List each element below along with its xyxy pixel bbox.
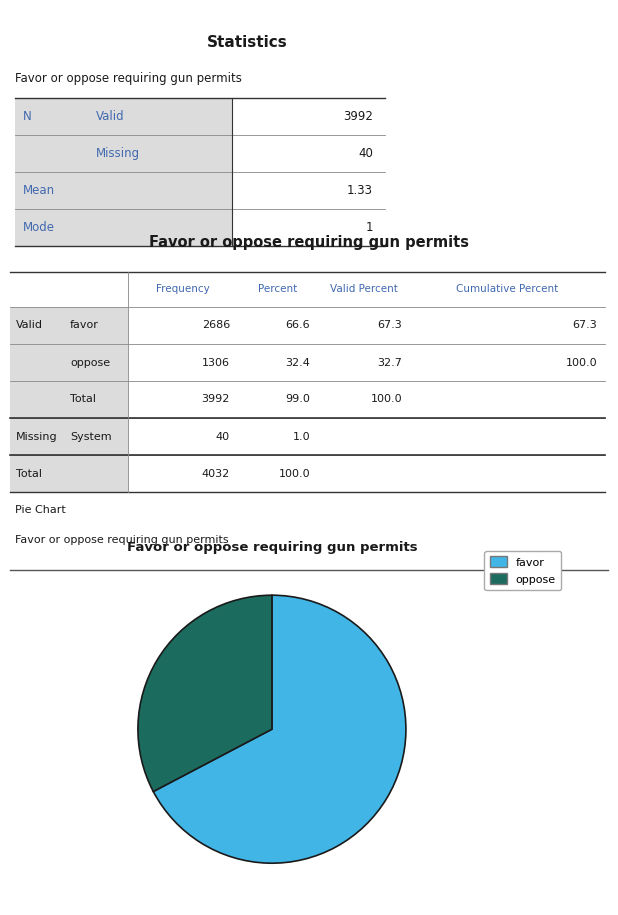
Bar — [10, 344, 128, 381]
Text: Total: Total — [16, 468, 42, 479]
Text: 3992: 3992 — [201, 394, 230, 404]
Text: Missing: Missing — [96, 147, 140, 160]
Text: 67.3: 67.3 — [377, 320, 402, 330]
Text: 32.4: 32.4 — [285, 358, 310, 368]
Text: favor: favor — [70, 320, 99, 330]
Bar — [10, 272, 605, 307]
Text: 100.0: 100.0 — [565, 358, 597, 368]
Bar — [232, 135, 385, 172]
Text: 1.0: 1.0 — [292, 432, 310, 442]
Legend: favor, oppose: favor, oppose — [485, 551, 561, 590]
Text: N: N — [23, 110, 32, 123]
Bar — [10, 307, 128, 344]
Text: 100.0: 100.0 — [278, 468, 310, 479]
Text: oppose: oppose — [70, 358, 110, 368]
Text: Frequency: Frequency — [156, 285, 210, 295]
Bar — [128, 307, 605, 344]
Bar — [10, 455, 128, 492]
Bar — [232, 209, 385, 246]
Text: Favor or oppose requiring gun permits: Favor or oppose requiring gun permits — [15, 535, 229, 545]
Bar — [15, 135, 232, 172]
Bar — [15, 209, 232, 246]
Text: 1306: 1306 — [202, 358, 230, 368]
Text: Favor or oppose requiring gun permits: Favor or oppose requiring gun permits — [15, 72, 242, 85]
Bar — [10, 418, 128, 455]
Title: Favor or oppose requiring gun permits: Favor or oppose requiring gun permits — [127, 541, 417, 554]
Text: Statistics: Statistics — [207, 35, 287, 50]
Text: 4032: 4032 — [201, 468, 230, 479]
Text: Pie Chart: Pie Chart — [15, 505, 66, 515]
Text: Valid: Valid — [96, 110, 125, 123]
Bar — [232, 172, 385, 209]
Text: Cumulative Percent: Cumulative Percent — [456, 285, 559, 295]
Text: Valid Percent: Valid Percent — [330, 285, 398, 295]
Text: 99.0: 99.0 — [285, 394, 310, 404]
Text: 66.6: 66.6 — [286, 320, 310, 330]
Text: 100.0: 100.0 — [370, 394, 402, 404]
Text: 40: 40 — [216, 432, 230, 442]
Bar — [15, 98, 232, 135]
Text: 32.7: 32.7 — [377, 358, 402, 368]
Text: Percent: Percent — [258, 285, 298, 295]
Bar — [232, 98, 385, 135]
Text: 67.3: 67.3 — [572, 320, 597, 330]
Bar — [15, 172, 232, 209]
Bar — [128, 344, 605, 381]
Text: 1: 1 — [365, 221, 373, 234]
Bar — [128, 455, 605, 492]
Text: Total: Total — [70, 394, 96, 404]
Wedge shape — [138, 595, 272, 791]
Text: Mean: Mean — [23, 184, 55, 197]
Bar — [128, 418, 605, 455]
Text: 40: 40 — [358, 147, 373, 160]
Text: Favor or oppose requiring gun permits: Favor or oppose requiring gun permits — [149, 235, 469, 250]
Text: 1.33: 1.33 — [347, 184, 373, 197]
Text: Missing: Missing — [16, 432, 57, 442]
Text: 3992: 3992 — [343, 110, 373, 123]
Bar — [10, 381, 128, 418]
Bar — [128, 381, 605, 418]
Text: System: System — [70, 432, 112, 442]
Text: Valid: Valid — [16, 320, 43, 330]
Wedge shape — [153, 595, 406, 863]
Text: 2686: 2686 — [201, 320, 230, 330]
Text: Mode: Mode — [23, 221, 55, 234]
